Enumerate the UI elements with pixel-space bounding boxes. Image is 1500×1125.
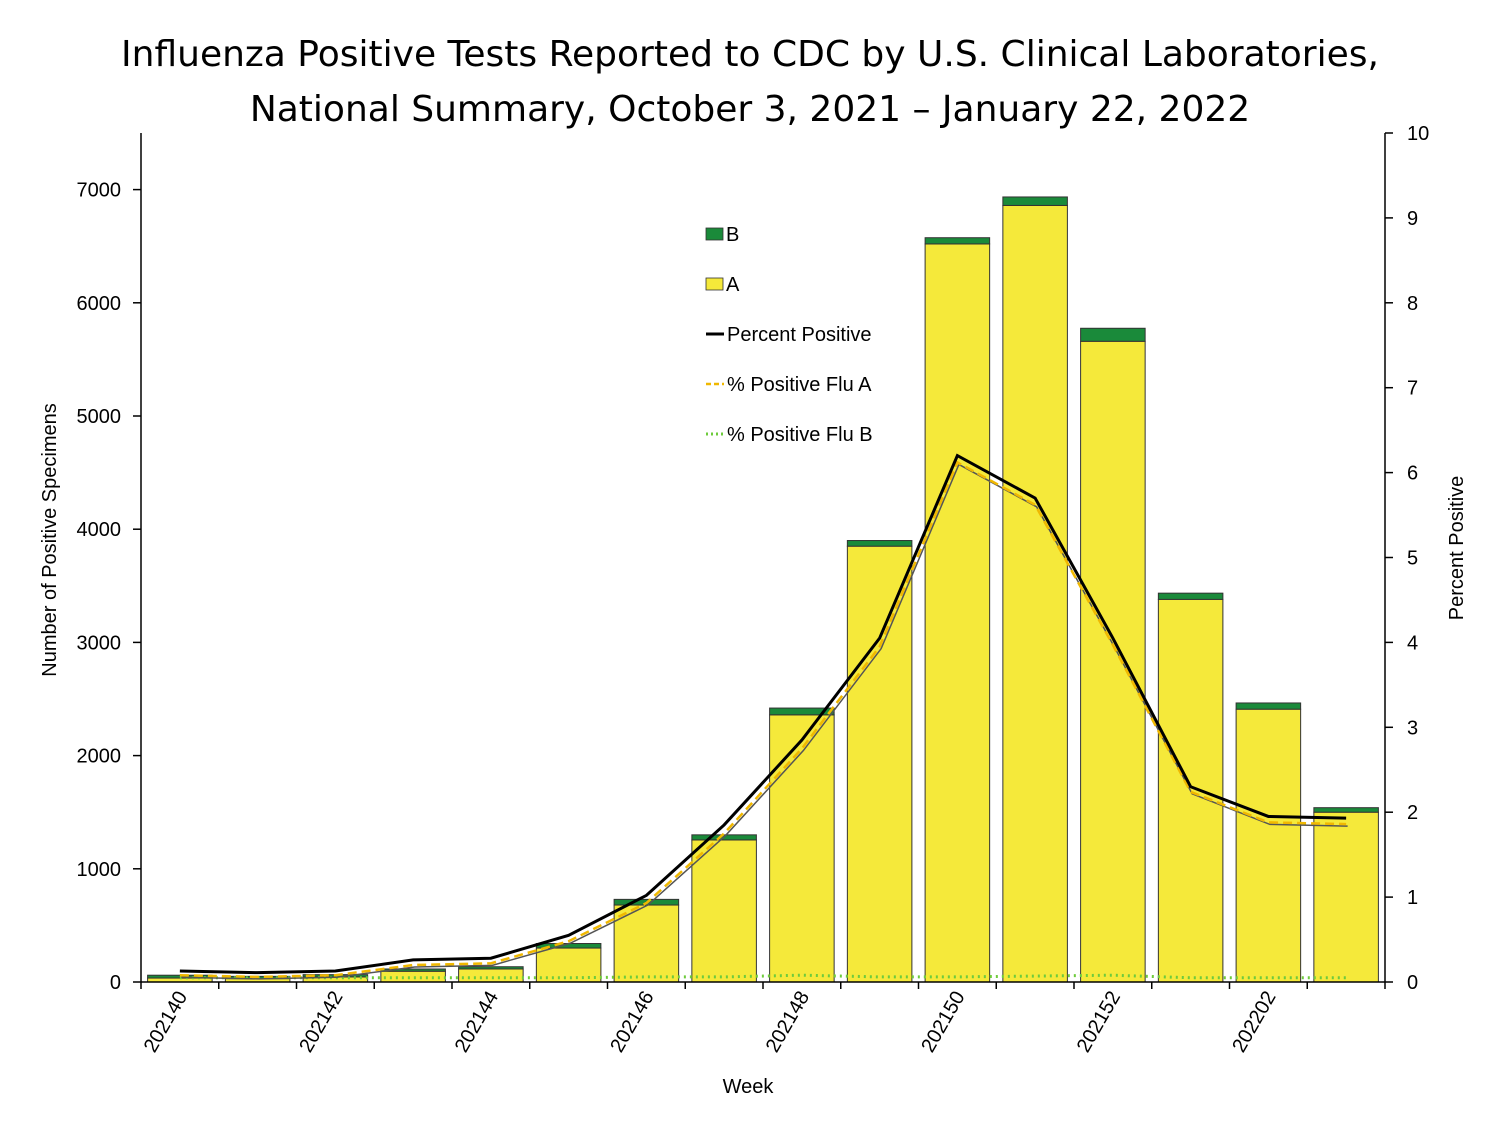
y-right-tick-label-7: 7: [1407, 378, 1418, 400]
y-right-tick-label-3: 3: [1407, 717, 1418, 739]
y-axis-right-label: Percent Positive: [1446, 476, 1468, 621]
line-percent-positive: [179, 453, 1347, 975]
bar-b-202201: [1157, 592, 1224, 600]
legend-label-positive-flu-b: % Positive Flu B: [727, 424, 873, 446]
bar-b-202149: [846, 540, 913, 547]
y-right-tick-label-0: 0: [1407, 972, 1418, 994]
bar-a-202152: [1080, 340, 1146, 983]
bar-a-202146: [613, 904, 680, 983]
legend-swatch-a: [705, 277, 724, 291]
bar-b-202151: [1002, 196, 1068, 206]
legend-label-a: A: [726, 274, 740, 296]
line-positive-flu-a: [179, 460, 1347, 979]
y-left-tick-label-7000: 7000: [77, 180, 122, 202]
bar-b-202148: [769, 707, 835, 716]
y-right-tick-label-8: 8: [1407, 293, 1418, 315]
x-axis-label: Week: [723, 1076, 775, 1098]
chart-title-line1: Influenza Positive Tests Reported to CDC…: [121, 34, 1379, 75]
bar-a-202144: [458, 968, 524, 983]
legend-swatch-b: [705, 227, 724, 241]
lines-group: [179, 453, 1348, 980]
bars-group: [147, 196, 1379, 983]
bar-a-202147: [691, 839, 757, 983]
bar-b-202203: [1313, 807, 1379, 813]
bar-a-202202: [1235, 708, 1302, 983]
y-right-tick-label-1: 1: [1407, 887, 1418, 909]
y-right-tick-label-5: 5: [1407, 548, 1418, 570]
bar-a-202149: [846, 545, 913, 983]
bar-b-202150: [924, 237, 991, 245]
y-left-tick-label-4000: 4000: [77, 519, 122, 541]
y-right-tick-label-10: 10: [1407, 123, 1429, 145]
y-left-tick-label-6000: 6000: [77, 293, 122, 315]
legend-label-positive-flu-a: % Positive Flu A: [727, 374, 872, 396]
y-left-tick-label-2000: 2000: [77, 746, 122, 768]
legend-label-percent-positive: Percent Positive: [727, 324, 872, 346]
legend-label-b: B: [726, 224, 739, 246]
y-left-tick-label-0: 0: [110, 972, 121, 994]
bar-a-202150: [924, 243, 991, 983]
bar-b-202144: [458, 966, 524, 970]
chart-title-line2: National Summary, October 3, 2021 – Janu…: [250, 89, 1250, 130]
bar-a-202151: [1002, 204, 1068, 983]
bar-b-202152: [1080, 327, 1146, 342]
y-left-tick-label-3000: 3000: [77, 632, 122, 654]
y-right-tick-label-9: 9: [1407, 208, 1418, 230]
bar-b-202202: [1235, 702, 1302, 710]
y-right-tick-label-4: 4: [1407, 632, 1418, 654]
bar-a-202148: [769, 714, 835, 983]
y-right-tick-label-2: 2: [1407, 802, 1418, 824]
y-axis-left-label: Number of Positive Specimens: [39, 403, 61, 676]
bar-a-202203: [1313, 811, 1379, 983]
y-left-tick-label-1000: 1000: [77, 859, 122, 881]
y-left-tick-label-5000: 5000: [77, 406, 122, 428]
line-positive-flu-b: [179, 973, 1347, 980]
y-right-tick-label-6: 6: [1407, 463, 1418, 485]
legend: B A Percent Positive % Positive Flu A % Posi…: [705, 224, 873, 446]
